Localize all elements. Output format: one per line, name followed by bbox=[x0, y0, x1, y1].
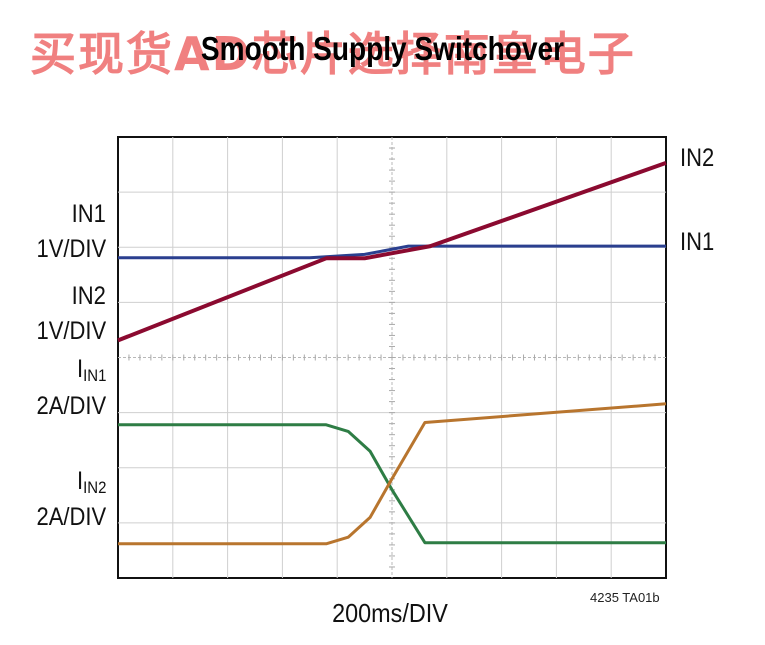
label-iin1-scale: 2A/DIV bbox=[36, 392, 106, 420]
right-label-in2: IN2 bbox=[680, 144, 715, 172]
label-in1-name: IN1 bbox=[71, 200, 106, 228]
label-in2-scale: 1V/DIV bbox=[36, 317, 106, 345]
label-in2-name: IN2 bbox=[71, 282, 106, 310]
right-label-in1: IN1 bbox=[680, 228, 715, 256]
label-iin2-name: IIN2 bbox=[76, 467, 106, 497]
label-iin2-scale: 2A/DIV bbox=[36, 503, 106, 531]
trace-iin2 bbox=[118, 402, 667, 546]
label-iin1-name: IIN1 bbox=[76, 355, 106, 385]
label-in1-scale: 1V/DIV bbox=[36, 235, 106, 263]
grid bbox=[118, 137, 666, 578]
traces bbox=[117, 161, 667, 546]
trace-iin1 bbox=[118, 423, 666, 545]
watermark-text: 买现货AD芯片选择南皇电子 bbox=[30, 27, 636, 81]
x-axis-label: 200ms/DIV bbox=[332, 598, 448, 628]
chart-title: Smooth Supply Switchover bbox=[200, 30, 565, 67]
figure-code: 4235 TA01b bbox=[590, 590, 660, 605]
trace-in1 bbox=[118, 244, 666, 260]
trace-in2 bbox=[117, 161, 667, 343]
